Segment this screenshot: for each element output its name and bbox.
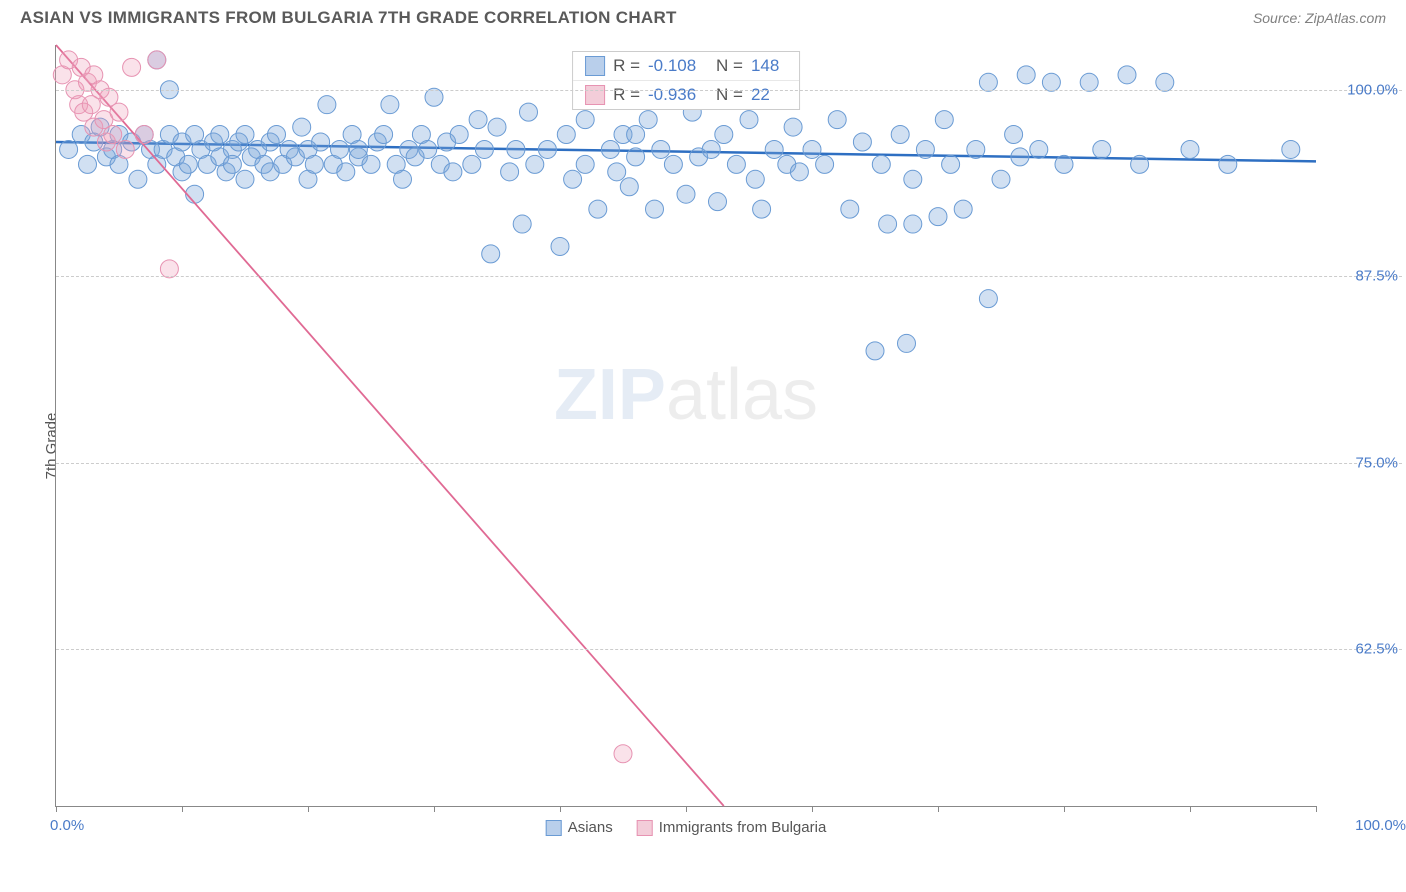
n-value: 148 <box>751 56 787 76</box>
x-tick <box>308 806 309 812</box>
r-value: -0.108 <box>648 56 708 76</box>
x-tick <box>56 806 57 812</box>
y-tick-label: 62.5% <box>1355 641 1398 658</box>
x-axis-min-label: 0.0% <box>50 817 84 834</box>
legend-swatch-icon <box>585 56 605 76</box>
chart-area: ZIPatlas R =-0.108N =148R =-0.936N =22 A… <box>55 45 1316 807</box>
gridline <box>56 649 1402 650</box>
x-tick <box>1316 806 1317 812</box>
series-legend: Asians Immigrants from Bulgaria <box>546 819 827 836</box>
gridline <box>56 90 1402 91</box>
x-tick <box>812 806 813 812</box>
plot-svg <box>56 45 1316 806</box>
y-tick-label: 75.0% <box>1355 454 1398 471</box>
x-tick <box>1064 806 1065 812</box>
y-tick-label: 100.0% <box>1347 81 1398 98</box>
series-legend-item: Asians <box>546 819 613 836</box>
page-title: ASIAN VS IMMIGRANTS FROM BULGARIA 7TH GR… <box>20 8 677 28</box>
gridline <box>56 276 1402 277</box>
legend-swatch-icon <box>546 820 562 836</box>
legend-swatch-icon <box>637 820 653 836</box>
correlation-legend: R = -0.108 N = 148 R = -0.936 N = 22 <box>572 51 800 110</box>
x-tick <box>182 806 183 812</box>
gridline <box>56 463 1402 464</box>
source-credit: Source: ZipAtlas.com <box>1253 10 1386 26</box>
x-tick <box>560 806 561 812</box>
r-label: R = <box>613 56 640 76</box>
series-name: Immigrants from Bulgaria <box>659 819 827 836</box>
series-name: Asians <box>568 819 613 836</box>
x-tick <box>686 806 687 812</box>
correlation-legend-row: R = -0.936 N = 22 <box>573 80 799 109</box>
n-label: N = <box>716 85 743 105</box>
correlation-legend-row: R = -0.108 N = 148 <box>573 52 799 80</box>
x-axis-max-label: 100.0% <box>1355 817 1406 834</box>
x-tick <box>938 806 939 812</box>
y-tick-label: 87.5% <box>1355 268 1398 285</box>
n-value: 22 <box>751 85 787 105</box>
legend-swatch-icon <box>585 85 605 105</box>
series-legend-item: Immigrants from Bulgaria <box>637 819 827 836</box>
n-label: N = <box>716 56 743 76</box>
x-tick <box>434 806 435 812</box>
x-tick <box>1190 806 1191 812</box>
r-label: R = <box>613 85 640 105</box>
r-value: -0.936 <box>648 85 708 105</box>
